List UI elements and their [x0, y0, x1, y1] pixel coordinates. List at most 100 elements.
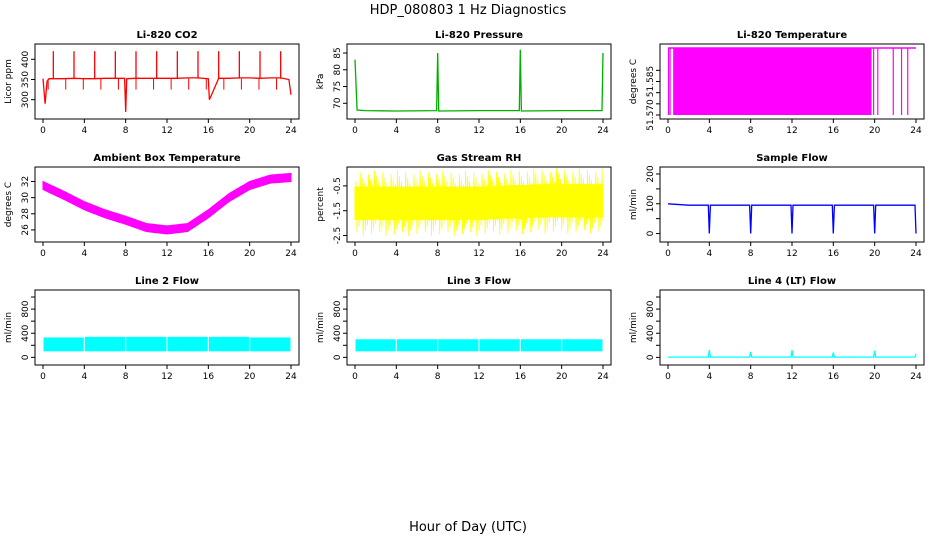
series-noise [354, 168, 604, 236]
y-tick-label: 400 [333, 324, 343, 341]
panel-title: Li-820 Temperature [737, 30, 847, 41]
flow-band [84, 336, 126, 352]
y-axis-label: degrees C [4, 182, 14, 227]
x-tick-label: 4 [706, 126, 712, 136]
plot-area [354, 168, 604, 236]
y-tick-label: 200 [646, 165, 656, 182]
x-tick-label: 8 [748, 249, 754, 259]
panel-title: Sample Flow [756, 153, 828, 164]
x-tick-label: 24 [285, 126, 297, 136]
series-line [42, 77, 292, 112]
x-tick-label: 20 [556, 372, 568, 382]
plot-area [354, 49, 604, 112]
panel-title: Li-820 Pressure [435, 30, 523, 41]
panel-title: Ambient Box Temperature [93, 153, 240, 164]
x-tick-label: 4 [706, 372, 712, 382]
x-tick-label: 20 [244, 372, 256, 382]
x-tick-label: 8 [123, 249, 129, 259]
y-axis-label: degrees C [629, 59, 639, 104]
plot-area [667, 203, 917, 234]
y-tick-label: 800 [646, 300, 656, 317]
y-tick-label: 85 [333, 47, 343, 58]
panel-title: Gas Stream RH [437, 153, 522, 164]
x-tick-label: 12 [161, 249, 172, 259]
y-tick-label: 80 [333, 64, 343, 76]
panel-line3_flow: Line 3 Flow 0 4 8 12 16 20 24 0 400 800 ml/min [316, 276, 612, 382]
x-tick-label: 16 [828, 249, 840, 259]
x-tick-label: 0 [40, 372, 46, 382]
y-tick-label: 350 [21, 71, 31, 88]
y-tick-label: 0 [21, 354, 31, 360]
x-tick-label: 20 [869, 372, 881, 382]
x-tick-label: 0 [40, 249, 46, 259]
panel-pressure: Li-820 Pressure 0 4 8 12 16 20 24 70 75 80 85 kPa [316, 30, 612, 136]
x-tick-label: 0 [665, 372, 671, 382]
x-tick-label: 4 [393, 126, 399, 136]
x-tick-label: 20 [556, 249, 568, 259]
x-tick-label: 12 [161, 126, 172, 136]
x-tick-label: 20 [244, 249, 256, 259]
x-tick-label: 12 [473, 372, 484, 382]
x-tick-label: 0 [352, 126, 358, 136]
x-tick-label: 0 [665, 126, 671, 136]
flow-band [43, 337, 84, 352]
temperature-band [673, 48, 872, 115]
panel-title: Line 4 (LT) Flow [748, 276, 836, 287]
y-tick-label: 75 [333, 81, 343, 92]
y-tick-label: 70 [333, 97, 343, 109]
y-tick-label: 32 [21, 176, 31, 187]
x-tick-label: 12 [786, 372, 797, 382]
flow-band [126, 336, 167, 352]
panel-line2_flow: Line 2 Flow 0 4 8 12 16 20 24 0 400 800 ml/min [4, 276, 300, 382]
x-tick-label: 20 [244, 126, 256, 136]
x-tick-label: 8 [748, 372, 754, 382]
panel-rh: Gas Stream RH 0 4 8 12 16 20 24 -2.5 -1.5 -0.5 perc… [316, 153, 612, 259]
plot-frame [34, 289, 300, 366]
x-tick-label: 4 [81, 126, 87, 136]
y-axis-label: ml/min [316, 312, 326, 343]
x-tick-label: 8 [435, 126, 441, 136]
x-tick-label: 20 [869, 126, 881, 136]
y-tick-label: 51.585 [646, 66, 656, 98]
plot-frame [346, 43, 612, 120]
y-tick-label: -1.5 [333, 202, 343, 220]
x-tick-label: 4 [81, 372, 87, 382]
x-tick-label: 24 [597, 249, 609, 259]
panel-line4_flow: Line 4 (LT) Flow 0 4 8 12 16 20 24 0 400 800 ml/min [629, 276, 925, 382]
x-tick-label: 24 [910, 249, 922, 259]
x-tick-label: 12 [161, 372, 172, 382]
plot-area [668, 349, 917, 358]
y-tick-label: 26 [21, 224, 31, 236]
x-tick-label: 16 [203, 372, 215, 382]
y-axis-label: percent [316, 187, 326, 222]
y-tick-label: 51.570 [646, 99, 656, 131]
y-axis-label: ml/min [629, 312, 639, 343]
x-tick-label: 24 [597, 372, 609, 382]
panel-title: Line 3 Flow [447, 276, 511, 287]
plot-area [355, 339, 603, 352]
flow-band [208, 336, 250, 352]
x-tick-label: 12 [786, 126, 797, 136]
x-tick-label: 16 [203, 126, 215, 136]
x-tick-label: 16 [828, 372, 840, 382]
flow-band [438, 339, 479, 352]
y-tick-label: 800 [21, 300, 31, 317]
series-line [667, 203, 917, 234]
y-tick-label: 800 [333, 300, 343, 317]
x-tick-label: 4 [81, 249, 87, 259]
flow-band [479, 339, 520, 352]
figure-title: HDP_080803 1 Hz Diagnostics [370, 3, 567, 18]
x-tick-label: 16 [203, 249, 215, 259]
plot-area [42, 51, 292, 112]
panel-box_temp: Ambient Box Temperature 0 4 8 12 16 20 24 26 28 30… [4, 153, 300, 259]
y-tick-label: 400 [21, 324, 31, 341]
flow-band [396, 339, 438, 352]
x-tick-label: 8 [748, 126, 754, 136]
flow-band [167, 336, 208, 352]
x-tick-label: 24 [285, 372, 297, 382]
series-line [354, 49, 604, 112]
x-tick-label: 16 [515, 126, 527, 136]
x-tick-label: 4 [393, 372, 399, 382]
